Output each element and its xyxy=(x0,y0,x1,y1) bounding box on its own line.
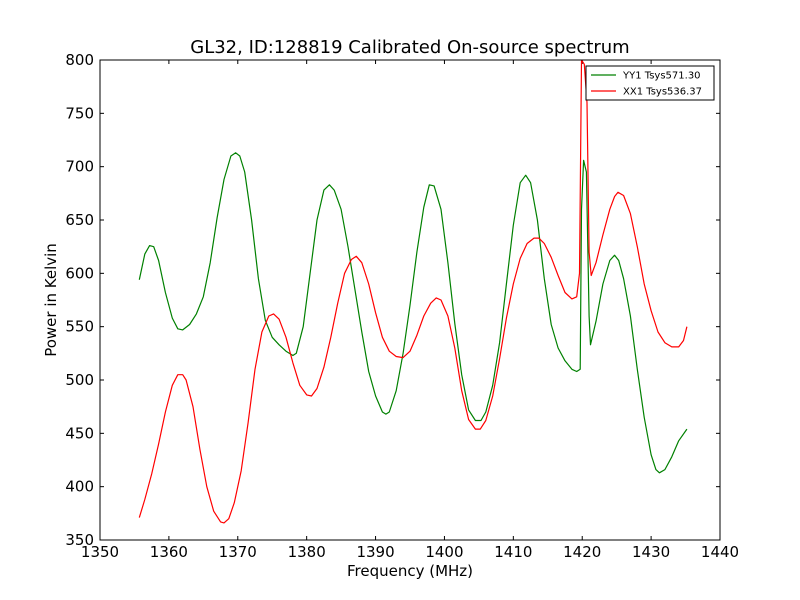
x-tick-label: 1420 xyxy=(563,543,601,561)
y-tick-label: 650 xyxy=(65,211,94,229)
series-line-yy1 xyxy=(138,152,688,474)
x-tick-label: 1350 xyxy=(81,543,119,561)
y-tick-label: 450 xyxy=(65,424,94,442)
chart-title: GL32, ID:128819 Calibrated On-source spe… xyxy=(190,37,629,58)
x-axis-label: Frequency (MHz) xyxy=(347,562,473,580)
y-axis-label: Power in Kelvin xyxy=(42,243,60,357)
x-tick-label: 1390 xyxy=(356,543,394,561)
series-line-xx1 xyxy=(138,60,688,524)
y-tick-label: 700 xyxy=(65,158,94,176)
y-tick-label: 400 xyxy=(65,478,94,496)
y-tick-label: 350 xyxy=(65,531,94,549)
x-tick-label: 1380 xyxy=(288,543,326,561)
x-tick-label: 1370 xyxy=(219,543,257,561)
x-tick-label: 1430 xyxy=(632,543,670,561)
x-axis-ticks: 1350 1360 1370 1380 1390 1400 1410 1420 1430 1440 xyxy=(81,60,739,561)
series-layer xyxy=(138,60,688,524)
y-tick-label: 750 xyxy=(65,104,94,122)
y-tick-label: 600 xyxy=(65,264,94,282)
x-tick-label: 1360 xyxy=(150,543,188,561)
legend-label: YY1 Tsys571.30 xyxy=(622,71,701,82)
y-tick-label: 500 xyxy=(65,371,94,389)
plot-frame xyxy=(99,59,721,541)
legend-label: XX1 Tsys536.37 xyxy=(623,87,702,98)
y-tick-label: 550 xyxy=(65,318,94,336)
legend: YY1 Tsys571.30 XX1 Tsys536.37 xyxy=(585,65,715,101)
x-tick-label: 1440 xyxy=(701,543,739,561)
y-axis-ticks: 350 400 450 500 550 600 650 700 750 800 xyxy=(65,51,720,549)
legend-box xyxy=(585,65,715,101)
x-tick-label: 1400 xyxy=(425,543,463,561)
x-tick-label: 1410 xyxy=(494,543,532,561)
y-tick-label: 800 xyxy=(65,51,94,69)
